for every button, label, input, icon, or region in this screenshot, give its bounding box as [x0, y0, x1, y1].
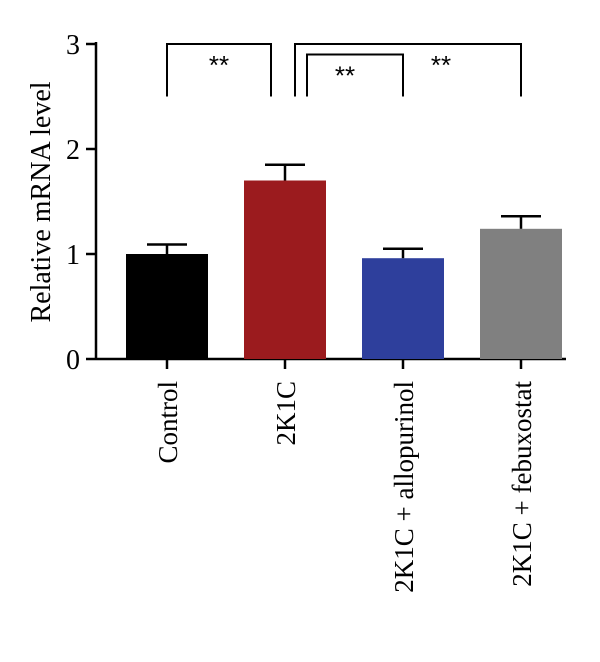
y-tick-label: 3: [66, 30, 80, 61]
bar-2k1c: [244, 180, 326, 359]
x-tick-label: 2K1C + febuxostat: [507, 381, 537, 587]
significance-bracket: [294, 43, 522, 97]
significance-brackets: ** ** **: [166, 43, 522, 97]
significance-bracket: [306, 53, 404, 97]
y-tick-label: 2: [66, 135, 80, 166]
significance-label: **: [335, 61, 355, 91]
y-tick-label: 1: [66, 240, 80, 271]
bar-2k1c-allopurinol: [362, 258, 444, 359]
significance-label: **: [209, 50, 229, 80]
x-tick-label: 2K1C: [271, 381, 301, 446]
bar-control: [126, 254, 208, 359]
y-axis-label: Relative mRNA level: [26, 81, 57, 322]
x-tick-label: 2K1C + allopurinol: [389, 381, 419, 593]
category-labels: Control 2K1C 2K1C + allopurinol 2K1C + febu…: [153, 381, 537, 593]
bar-2k1c-febuxostat: [480, 228, 562, 359]
x-tick-label: Control: [153, 381, 183, 464]
significance-label: **: [431, 50, 451, 80]
y-tick-label: 0: [66, 345, 80, 376]
error-bars: [147, 163, 541, 259]
bars: [126, 180, 562, 359]
significance-bracket: [166, 43, 272, 97]
